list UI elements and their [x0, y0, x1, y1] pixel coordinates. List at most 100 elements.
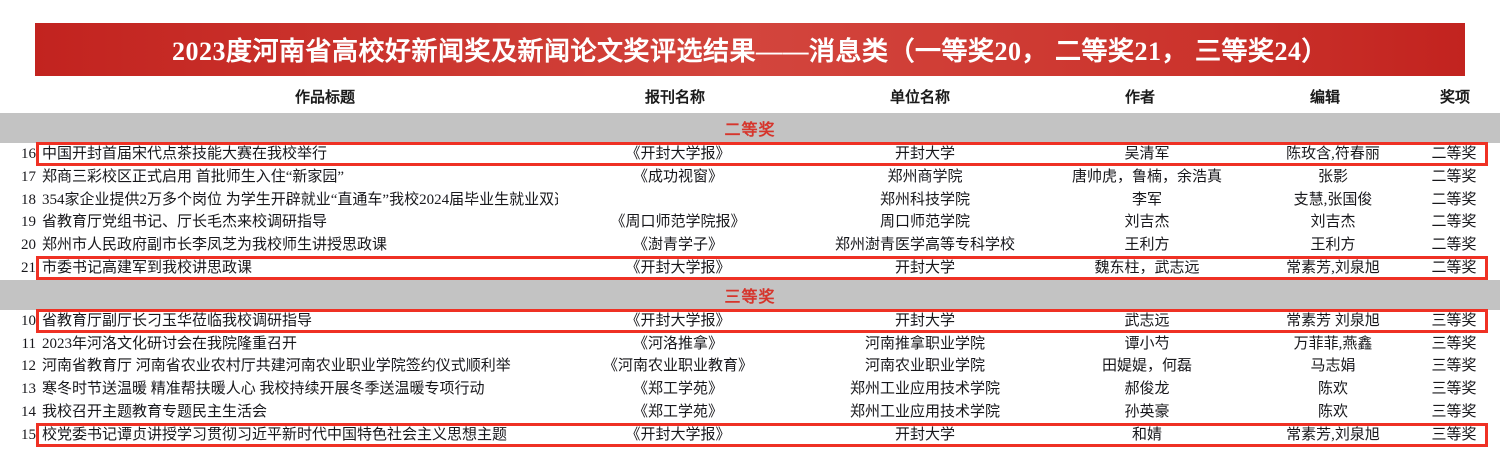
cell-paper: 《开封大学报》 [625, 146, 731, 162]
cell-title: 354家企业提供2万多个岗位 为学生开辟就业“直通车”我校2024届毕业生就业双… [42, 191, 558, 208]
cell-paper: 《周口师范学院报》 [610, 214, 746, 231]
row-index: 19 [21, 214, 36, 231]
table-row[interactable]: 11 2023年河洛文化研讨会在我院隆重召开 《河洛推拿》 河南推拿职业学院 谭小芍 万菲… [0, 332, 1500, 356]
cell-unit: 周口师范学院 [879, 214, 970, 231]
cell-author: 刘吉杰 [1124, 214, 1170, 231]
cell-award: 二等奖 [1431, 214, 1477, 231]
cell-unit: 开封大学 [894, 312, 955, 329]
table-row[interactable]: 12 河南省教育厅 河南省农业农村厅共建河南农业职业学院签约仪式顺利举 《河南农业职… [0, 355, 1500, 379]
page-title: 2023度河南省高校好新闻奖及新闻论文奖评选结果——消息类（一等奖20， 二等奖… [171, 37, 1328, 66]
table-row[interactable]: 18 354家企业提供2万多个岗位 为学生开辟就业“直通车”我校2024届毕业生就… [0, 188, 1500, 212]
cell-award: 三等奖 [1431, 312, 1477, 329]
row-index: 11 [21, 335, 36, 352]
cell-award: 三等奖 [1431, 426, 1477, 443]
section-band-label: 二等奖 [724, 122, 776, 139]
table-row[interactable]: 10 省教育厅副厅长刁玉华莅临我校调研指导 《开封大学报》 开封大学 武志远 常素芳 刘泉… [0, 308, 1500, 333]
cell-title: 市委书记高建军到我校讲思政课 [42, 259, 253, 276]
cell-unit: 开封大学 [894, 146, 955, 162]
row-index: 21 [21, 259, 36, 276]
cell-award: 二等奖 [1431, 146, 1477, 162]
row-index: 20 [21, 237, 36, 254]
table-row[interactable]: 20 郑州市人民政府副市长李凤芝为我校师生讲授思政课 《澍青学子》 郑州澍青医学高等专… [0, 234, 1500, 257]
column-header-award: 奖项 [1439, 90, 1470, 106]
cell-author: 郝俊龙 [1124, 381, 1170, 398]
table-row[interactable]: 19 省教育厅党组书记、厅长毛杰来校调研指导 《周口师范学院报》 周口师范学院 刘吉杰 刘… [0, 211, 1500, 235]
cell-title: 中国开封首届宋代点茶技能大赛在我校举行 [42, 146, 328, 162]
cell-author: 魏东柱，武志远 [1094, 259, 1200, 276]
cell-award: 二等奖 [1431, 168, 1477, 185]
cell-author: 武志远 [1124, 312, 1170, 329]
cell-award: 二等奖 [1431, 237, 1477, 254]
column-header-author: 作者 [1124, 90, 1155, 106]
cell-title: 校党委书记谭贞讲授学习贯彻习近平新时代中国特色社会主义思想主题 [42, 426, 508, 443]
cell-title: 省教育厅副厅长刁玉华莅临我校调研指导 [42, 312, 313, 329]
cell-title: 河南省教育厅 河南省农业农村厅共建河南农业职业学院签约仪式顺利举 [42, 358, 511, 375]
cell-title: 省教育厅党组书记、厅长毛杰来校调研指导 [42, 214, 328, 231]
section-band-label: 三等奖 [724, 288, 776, 306]
cell-editor: 张影 [1317, 168, 1348, 185]
section-band: 二等奖 [0, 113, 1500, 143]
row-index: 15 [21, 426, 36, 443]
cell-award: 二等奖 [1431, 191, 1477, 208]
row-index: 10 [21, 312, 36, 329]
cell-editor: 支慧,张国俊 [1293, 191, 1373, 208]
cell-paper: 《河洛推拿》 [632, 335, 723, 352]
cell-author: 唐帅虎，鲁楠，余浩真 [1071, 168, 1222, 185]
cell-editor: 陈欢 [1317, 403, 1348, 420]
cell-unit: 郑州工业应用技术学院 [849, 403, 1000, 420]
cell-editor: 刘吉杰 [1310, 214, 1356, 231]
table-row[interactable]: 16 中国开封首届宋代点茶技能大赛在我校举行 《开封大学报》 开封大学 吴清军 陈玫含,符… [0, 142, 1500, 166]
cell-paper: 《郑工学苑》 [632, 403, 723, 420]
section-band: 三等奖 [0, 279, 1500, 310]
column-header-title: 作品标题 [294, 90, 355, 106]
cell-author: 谭小芍 [1124, 335, 1170, 352]
cell-title: 寒冬时节送温暖 精准帮扶暖人心 我校持续开展冬季送温暖专项行动 [42, 381, 485, 398]
cell-editor: 常素芳 刘泉旭 [1286, 312, 1380, 329]
table-row[interactable]: 13 寒冬时节送温暖 精准帮扶暖人心 我校持续开展冬季送温暖专项行动 《郑工学苑》 郑… [0, 378, 1500, 401]
table-row[interactable]: 15 校党委书记谭贞讲授学习贯彻习近平新时代中国特色社会主义思想主题 《开封大学报》… [0, 422, 1500, 447]
cell-editor: 马志娟 [1310, 358, 1356, 375]
cell-paper: 《河南农业职业教育》 [602, 358, 753, 375]
table-row[interactable]: 21 市委书记高建军到我校讲思政课 《开封大学报》 开封大学 魏东柱，武志远 常素芳,刘泉… [0, 255, 1500, 280]
table-column-headers: 作品标题 报刊名称 单位名称 作者 编辑 奖项 [0, 82, 1500, 110]
row-index: 17 [21, 168, 36, 185]
cell-award: 三等奖 [1431, 335, 1477, 352]
cell-award: 二等奖 [1431, 259, 1477, 276]
row-index: 18 [21, 191, 36, 208]
cell-editor: 陈玫含,符春丽 [1286, 146, 1380, 162]
cell-title: 我校召开主题教育专题民主生活会 [42, 403, 268, 420]
cell-paper: 《开封大学报》 [625, 259, 731, 276]
cell-title: 2023年河洛文化研讨会在我院隆重召开 [42, 335, 298, 352]
cell-unit: 河南推拿职业学院 [864, 335, 985, 352]
column-header-unit: 单位名称 [889, 90, 950, 106]
cell-author: 和婧 [1131, 426, 1162, 443]
cell-editor: 常素芳,刘泉旭 [1286, 426, 1380, 443]
cell-paper: 《开封大学报》 [625, 312, 731, 329]
row-index: 14 [21, 403, 36, 420]
cell-unit: 郑州澍青医学高等专科学校 [834, 237, 1015, 254]
title-banner: 2023度河南省高校好新闻奖及新闻论文奖评选结果——消息类（一等奖20， 二等奖… [35, 23, 1465, 76]
cell-editor: 常素芳,刘泉旭 [1286, 259, 1380, 276]
cell-title: 郑商三彩校区正式启用 首批师生入住“新家园” [42, 168, 345, 185]
cell-paper: 《郑工学苑》 [632, 381, 723, 398]
cell-paper: 《澍青学子》 [632, 237, 723, 254]
table-row[interactable]: 14 我校召开主题教育专题民主生活会 《郑工学苑》 郑州工业应用技术学院 孙英豪 陈欢 三等… [0, 400, 1500, 424]
cell-award: 三等奖 [1431, 358, 1477, 375]
cell-unit: 郑州科技学院 [879, 191, 970, 208]
cell-title: 郑州市人民政府副市长李凤芝为我校师生讲授思政课 [42, 237, 388, 254]
cell-unit: 开封大学 [894, 259, 955, 276]
cell-editor: 陈欢 [1317, 381, 1348, 398]
cell-unit: 郑州商学院 [887, 168, 963, 185]
cell-unit: 开封大学 [894, 426, 955, 443]
row-index: 12 [21, 358, 36, 375]
cell-editor: 王利方 [1310, 237, 1356, 254]
results-table: 二等奖 16 中国开封首届宋代点茶技能大赛在我校举行 《开封大学报》 开封大学 吴清军 陈玫… [0, 113, 1500, 447]
cell-author: 吴清军 [1124, 146, 1170, 162]
cell-unit: 河南农业职业学院 [864, 358, 985, 375]
cell-author: 孙英豪 [1124, 403, 1170, 420]
column-header-paper: 报刊名称 [644, 90, 705, 106]
table-row[interactable]: 17 郑商三彩校区正式启用 首批师生入住“新家园” 《成功视窗》 郑州商学院 唐帅虎，鲁… [0, 165, 1500, 189]
cell-editor: 万菲菲,燕鑫 [1293, 335, 1373, 352]
row-index: 16 [21, 146, 36, 162]
